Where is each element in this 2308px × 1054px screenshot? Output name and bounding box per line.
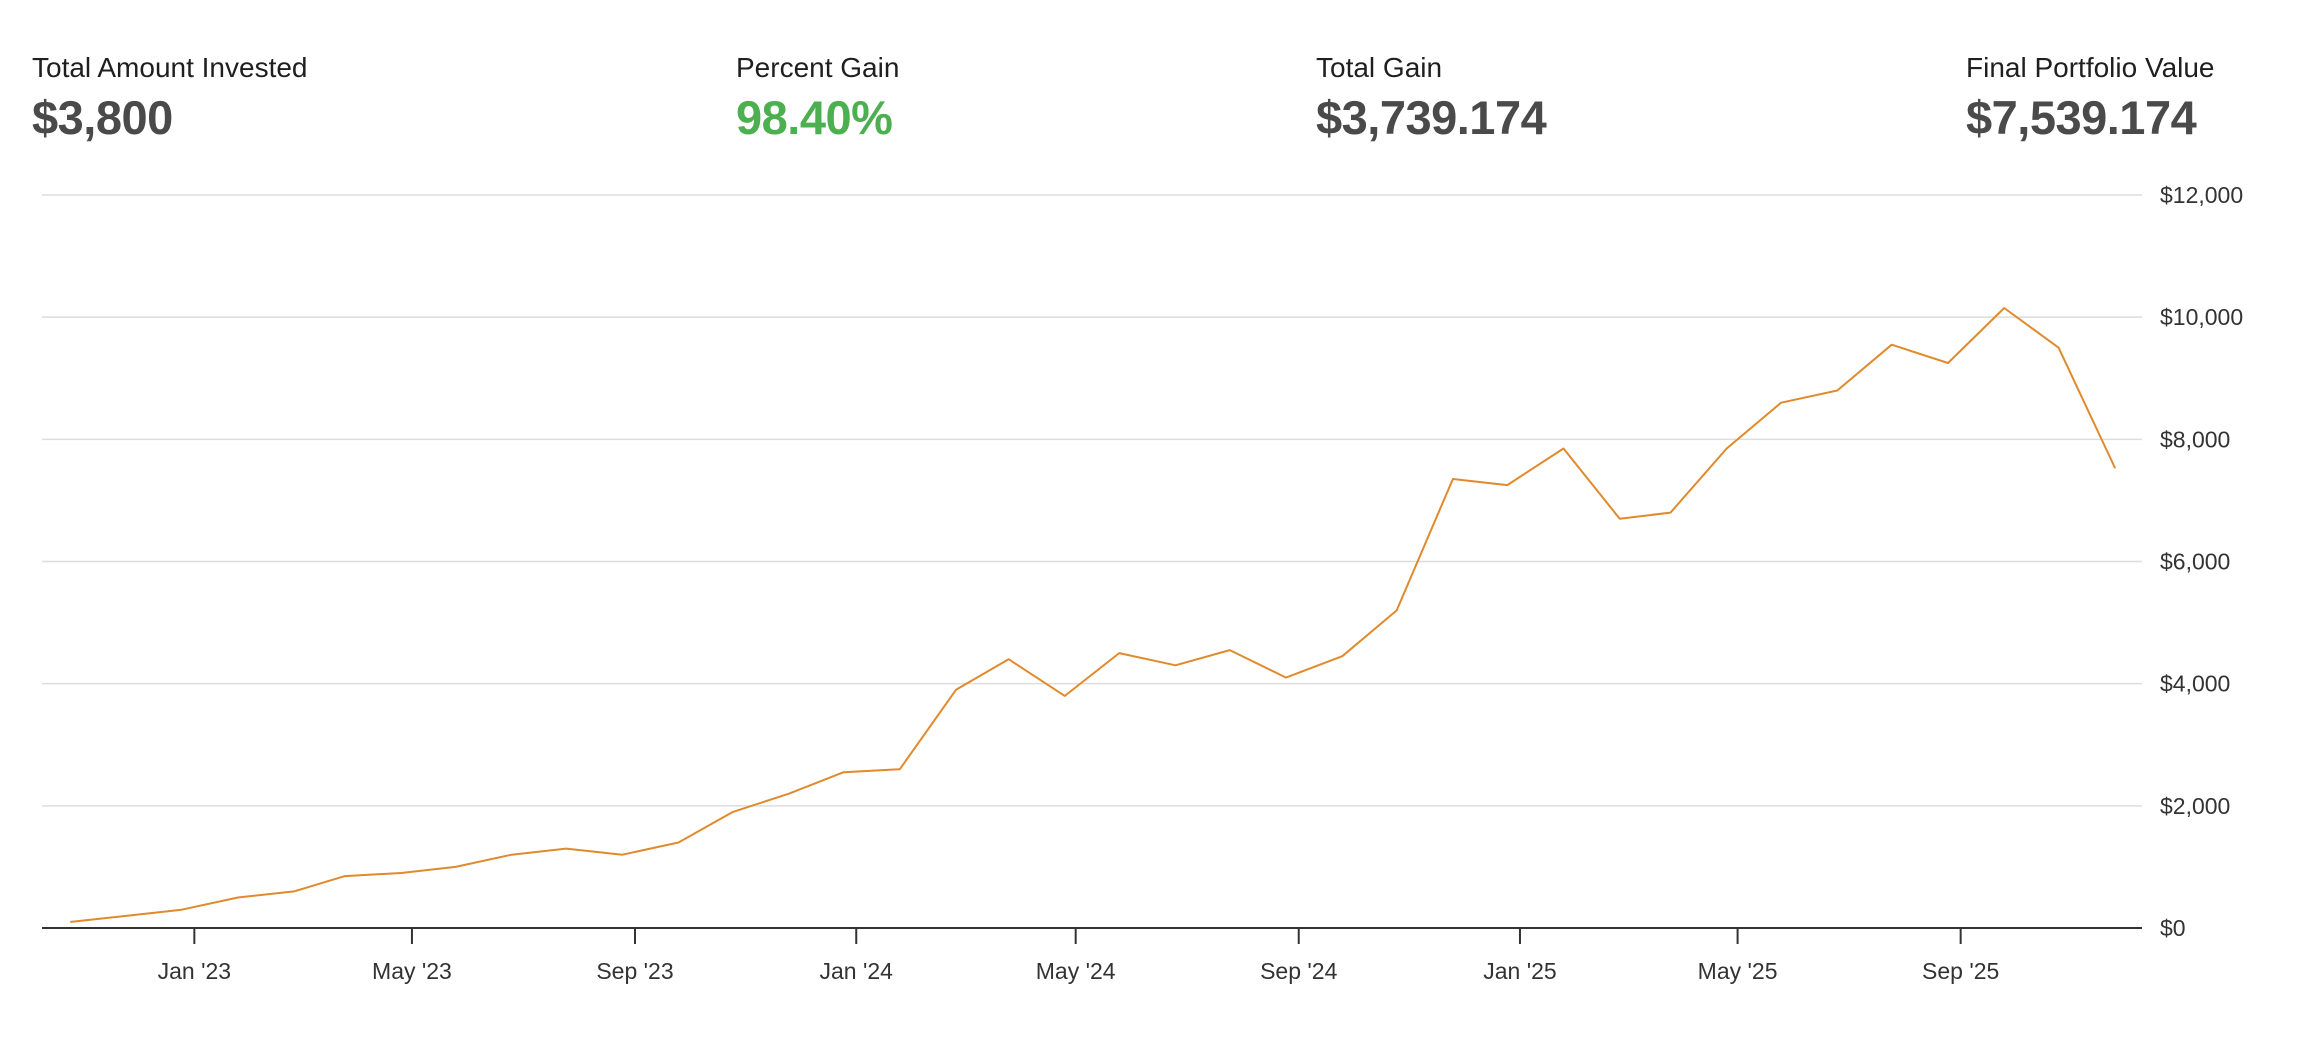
- stat-total-gain: Total Gain $3,739.174: [1316, 48, 1547, 148]
- x-tick-label: Jan '23: [158, 958, 231, 984]
- data-point[interactable]: [1336, 650, 1348, 662]
- stat-value: 98.40%: [736, 91, 893, 144]
- data-point[interactable]: [2109, 461, 2121, 473]
- x-tick-label: Sep '25: [1922, 958, 1999, 984]
- x-tick-label: Jan '25: [1483, 958, 1556, 984]
- data-point[interactable]: [894, 763, 906, 775]
- y-tick-label: $10,000: [2160, 304, 2243, 330]
- stat-label: Final Portfolio Value: [1966, 52, 2215, 83]
- data-point[interactable]: [1501, 479, 1513, 491]
- data-point[interactable]: [232, 891, 244, 903]
- data-point[interactable]: [1558, 442, 1570, 454]
- x-tick-label: Sep '24: [1260, 958, 1337, 984]
- data-point[interactable]: [616, 849, 628, 861]
- data-point[interactable]: [1998, 302, 2010, 314]
- data-point[interactable]: [1721, 442, 1733, 454]
- data-point[interactable]: [449, 861, 461, 873]
- data-point[interactable]: [560, 843, 572, 855]
- portfolio-value-line: [70, 307, 2116, 923]
- data-point[interactable]: [2053, 342, 2065, 354]
- data-point[interactable]: [1059, 690, 1071, 702]
- series-layer: [65, 302, 2121, 928]
- data-point[interactable]: [395, 867, 407, 879]
- y-axis-labels: $0 $2,000 $4,000 $6,000 $8,000 $10,000 $12,000: [2160, 182, 2243, 941]
- stat-label: Percent Gain: [736, 52, 900, 83]
- y-tick-label: $4,000: [2160, 671, 2230, 697]
- y-tick-label: $2,000: [2160, 793, 2230, 819]
- y-tick-label: $0: [2160, 915, 2186, 941]
- stat-value: $3,739.174: [1316, 91, 1547, 144]
- x-tick-label: May '23: [372, 958, 452, 984]
- y-tick-label: $12,000: [2160, 182, 2243, 208]
- summary-stats: Total Amount Invested $3,800 Percent Gai…: [0, 0, 2308, 160]
- stat-total-invested: Total Amount Invested $3,800: [32, 48, 308, 148]
- x-tick-label: May '24: [1036, 958, 1116, 984]
- data-point[interactable]: [1886, 339, 1898, 351]
- data-point[interactable]: [506, 849, 518, 861]
- data-point[interactable]: [1169, 659, 1181, 671]
- data-point[interactable]: [176, 904, 188, 916]
- data-point[interactable]: [288, 885, 300, 897]
- y-tick-label: $8,000: [2160, 426, 2230, 452]
- data-point[interactable]: [1447, 473, 1459, 485]
- data-point[interactable]: [65, 916, 77, 928]
- data-point[interactable]: [1664, 507, 1676, 519]
- data-point[interactable]: [1775, 397, 1787, 409]
- data-point[interactable]: [838, 766, 850, 778]
- data-point[interactable]: [121, 910, 133, 922]
- data-point[interactable]: [339, 870, 351, 882]
- stat-label: Total Amount Invested: [32, 52, 308, 83]
- x-tick-label: May '25: [1698, 958, 1778, 984]
- data-point[interactable]: [1391, 604, 1403, 616]
- x-tick-label: Jan '24: [820, 958, 894, 984]
- data-point[interactable]: [783, 788, 795, 800]
- data-point[interactable]: [1003, 653, 1015, 665]
- stat-percent-gain: Percent Gain 98.40%: [736, 48, 899, 148]
- grid-lines: [42, 194, 2142, 807]
- stat-value: $7,539.174: [1966, 91, 2197, 144]
- data-point[interactable]: [673, 836, 685, 848]
- x-tick-label: Sep '23: [596, 958, 673, 984]
- stat-label: Total Gain: [1316, 52, 1443, 83]
- stat-value: $3,800: [32, 91, 173, 144]
- data-point[interactable]: [1614, 513, 1626, 525]
- y-tick-label: $6,000: [2160, 549, 2230, 575]
- data-point[interactable]: [1942, 357, 1954, 369]
- data-point[interactable]: [1280, 672, 1292, 684]
- data-point[interactable]: [727, 806, 739, 818]
- data-point[interactable]: [1224, 644, 1236, 656]
- data-point[interactable]: [1831, 384, 1843, 396]
- data-point[interactable]: [1113, 647, 1125, 659]
- x-axis: Jan '23 May '23 Sep '23 Jan '24 May '24 Sep '…: [42, 927, 2142, 984]
- data-point[interactable]: [950, 684, 962, 696]
- stat-final-portfolio-value: Final Portfolio Value $7,539.174: [1966, 48, 2215, 148]
